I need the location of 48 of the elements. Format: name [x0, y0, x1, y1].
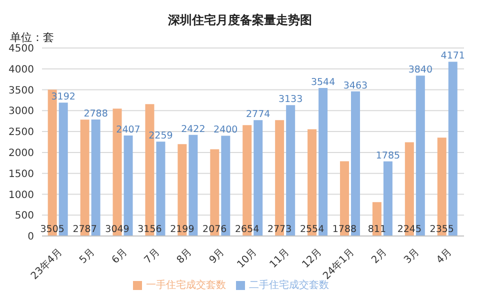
data-label: 2554: [300, 224, 324, 235]
data-label: 2199: [170, 224, 194, 235]
x-tick-label: 5月: [78, 246, 98, 266]
y-tick-label: 3500: [8, 85, 34, 96]
y-tick-label: 500: [14, 210, 34, 222]
data-label: 2400: [214, 124, 238, 136]
data-label: 4171: [440, 50, 465, 62]
data-label: 2773: [267, 224, 292, 235]
x-tick-label: 2月: [370, 246, 390, 266]
y-tick-label: 1500: [8, 168, 34, 180]
y-tick-label: 3000: [8, 106, 34, 118]
x-tick-label: 7月: [142, 246, 162, 266]
data-label: 2355: [430, 224, 454, 235]
data-label: 3156: [138, 224, 162, 235]
x-tick-label: 9月: [208, 246, 227, 266]
x-tick-label: 23年4月: [28, 246, 65, 282]
x-tick-label: 11月: [268, 246, 292, 270]
y-tick-label: 2500: [8, 127, 34, 138]
y-tick-label: 1000: [8, 190, 34, 201]
data-label: 2787: [72, 224, 97, 235]
data-label: 3463: [343, 80, 368, 92]
data-label: 2654: [235, 224, 260, 235]
legend-label: 一手住宅成交套数: [146, 280, 226, 291]
data-label: 3049: [105, 224, 130, 235]
data-label: 3544: [310, 76, 336, 88]
data-label: 1788: [332, 224, 357, 235]
data-label: 1785: [376, 150, 400, 162]
data-label: 2788: [84, 108, 108, 120]
legend-label: 二手住宅成交套数: [249, 280, 329, 291]
data-label: 2774: [246, 109, 270, 120]
x-tick-label: 6月: [110, 246, 130, 266]
y-tick-label: 4000: [8, 64, 34, 76]
y-tick-label: 0: [28, 232, 34, 243]
x-tick-label: 4月: [434, 246, 454, 266]
data-label: 3133: [278, 94, 303, 106]
data-label: 3840: [408, 64, 433, 76]
x-tick-label: 3月: [402, 246, 422, 266]
x-tick-label: 12月: [300, 246, 324, 270]
data-label: 2076: [202, 224, 227, 235]
data-label: 2245: [397, 224, 422, 235]
chart-title: 深圳住宅月度备案量走势图: [167, 12, 313, 29]
y-tick-label: 2000: [8, 148, 34, 159]
y-tick-label: 4500: [8, 44, 34, 55]
x-tick-label: 10月: [236, 246, 260, 270]
data-label: 3505: [40, 224, 64, 235]
x-tick-label: 8月: [175, 246, 194, 266]
text: 单位：套: [10, 30, 54, 44]
data-label: 2422: [181, 124, 206, 135]
